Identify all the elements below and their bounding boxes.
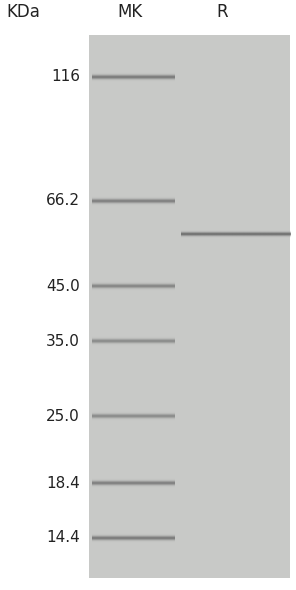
- Text: 14.4: 14.4: [46, 530, 80, 545]
- Text: MK: MK: [118, 2, 143, 21]
- Text: 25.0: 25.0: [46, 408, 80, 424]
- Text: 18.4: 18.4: [46, 476, 80, 491]
- Text: 45.0: 45.0: [46, 278, 80, 294]
- Text: 35.0: 35.0: [46, 334, 80, 349]
- Text: R: R: [216, 2, 228, 21]
- Text: KDa: KDa: [7, 2, 41, 21]
- Text: 116: 116: [51, 70, 80, 84]
- Text: 66.2: 66.2: [46, 194, 80, 208]
